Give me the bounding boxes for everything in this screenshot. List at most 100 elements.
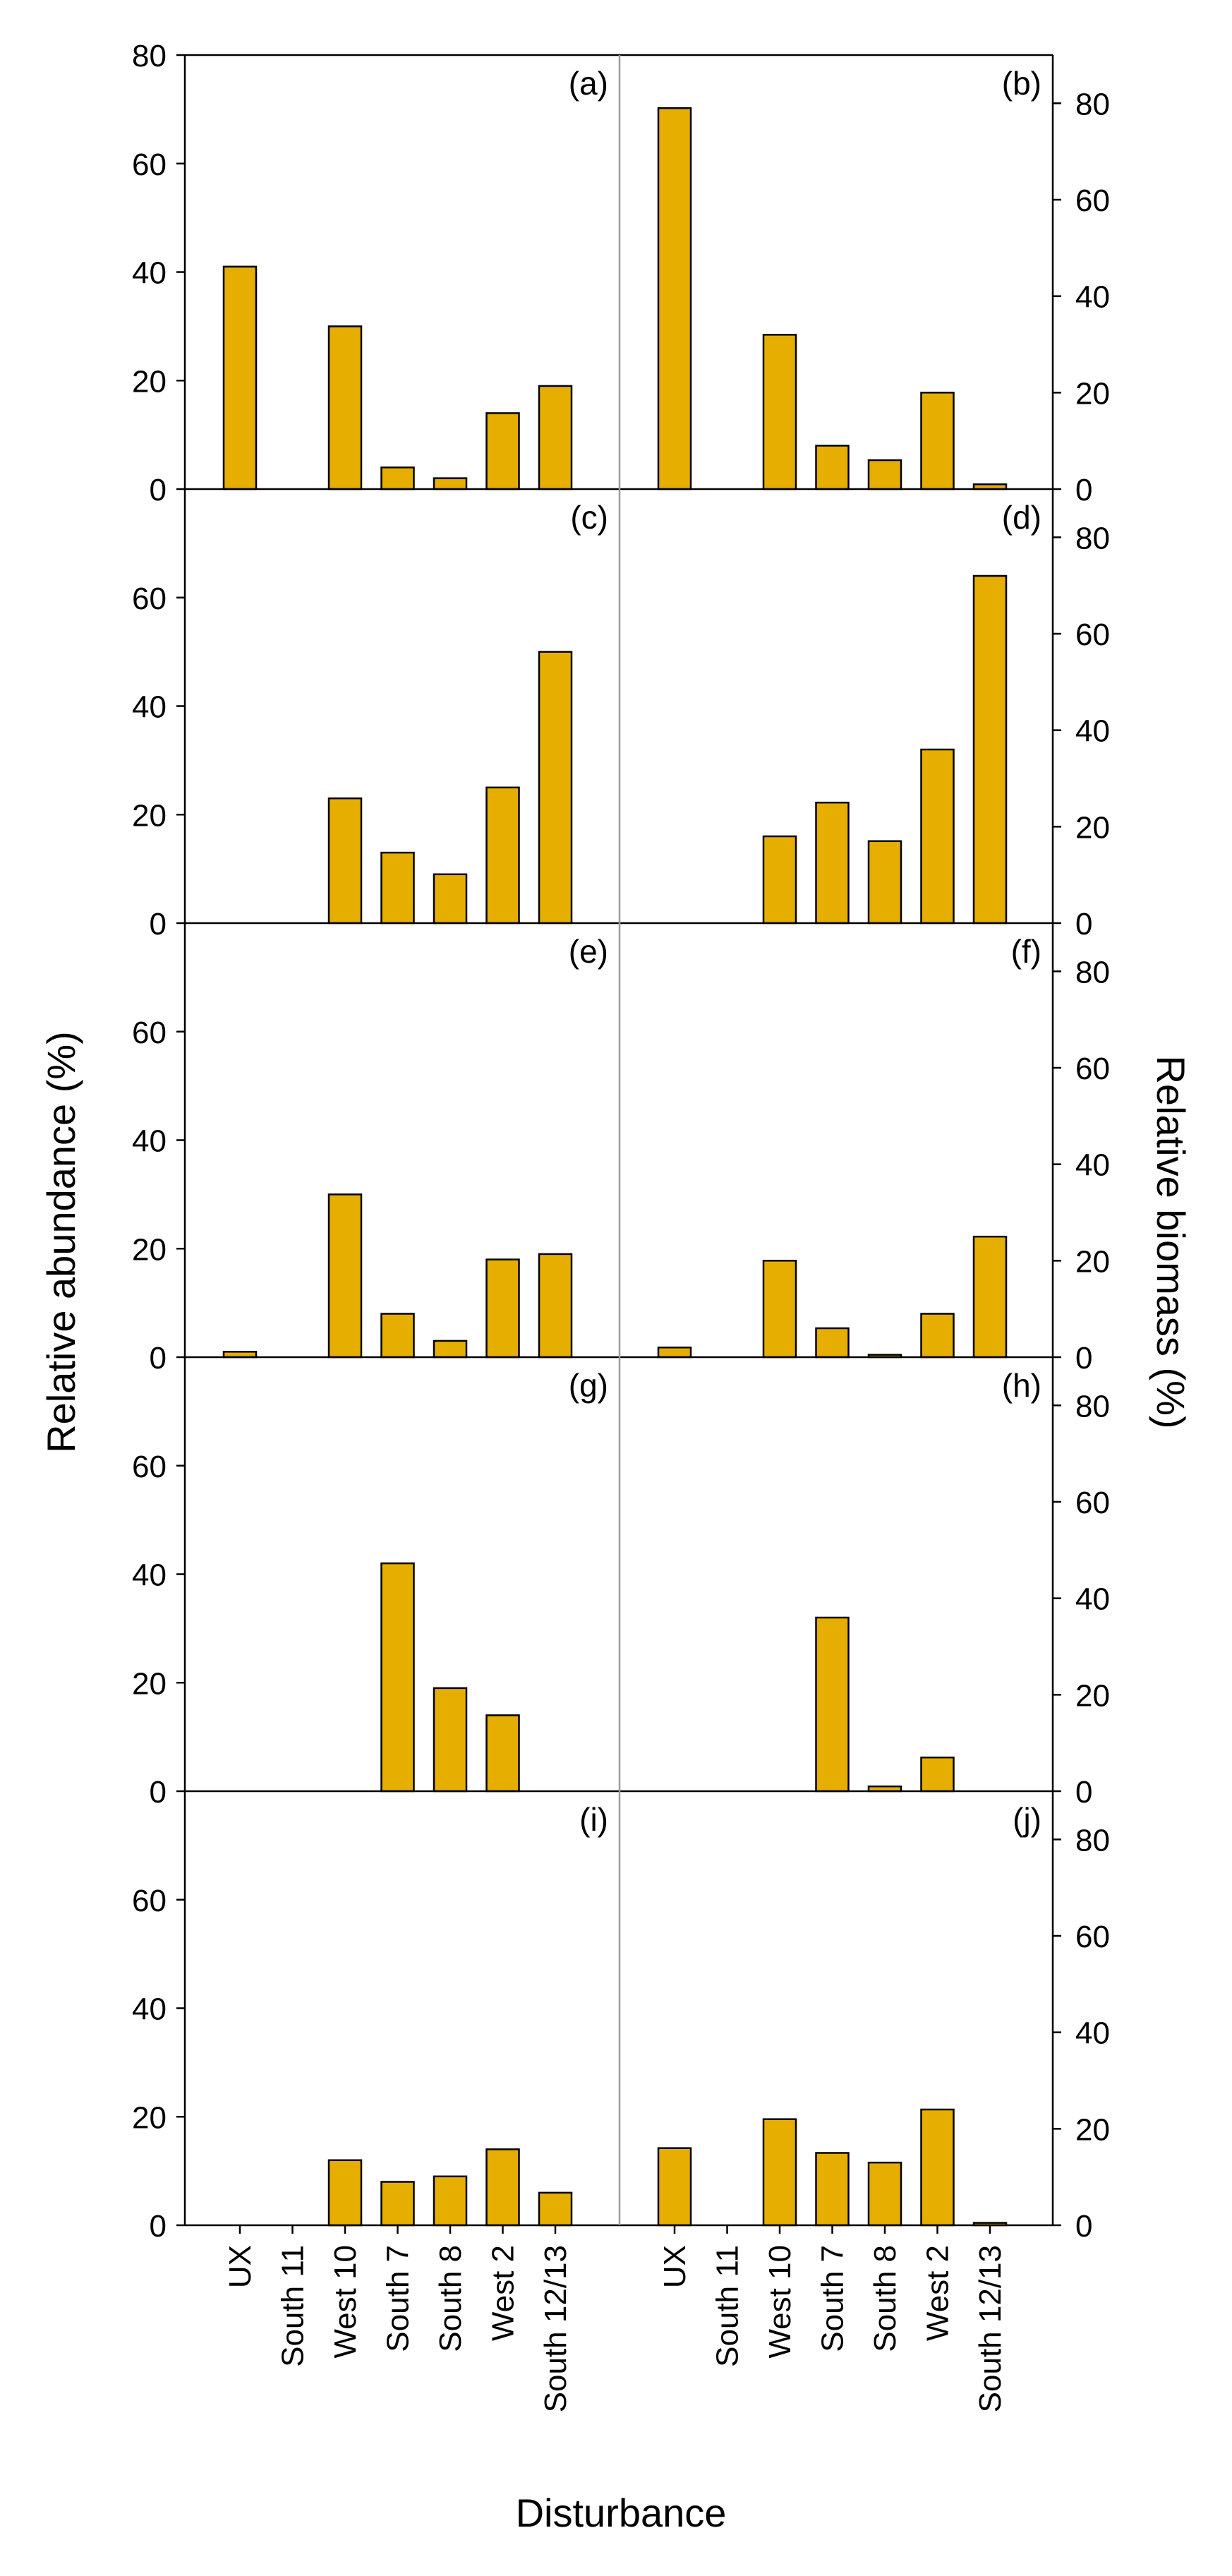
y-tick-label: 0	[150, 907, 167, 941]
y-tick-label: 40	[132, 690, 167, 725]
bar-west-2	[920, 1756, 955, 1793]
bar-west-2	[485, 1714, 520, 1793]
bar-south-8	[867, 2161, 902, 2227]
panel-b: 0 20 40 60 80 (b)	[620, 54, 1110, 507]
bar-south-7	[380, 2181, 415, 2227]
y-tick-label: 60	[1075, 183, 1110, 218]
bar-west-2	[920, 2108, 955, 2227]
bar-ux	[657, 107, 692, 490]
bar-west-10	[327, 2159, 363, 2227]
y-tick-label: 0	[150, 473, 167, 507]
x-tick-label: South 12/13	[538, 2245, 573, 2412]
bar-south-8	[433, 873, 468, 925]
bar-west-2	[485, 2148, 520, 2227]
y-tick-label: 40	[132, 1124, 167, 1159]
bar-ux	[657, 1347, 692, 1359]
panel-a: 0 20 40 60 80 (a)	[132, 39, 620, 507]
y-tick-label: 20	[1075, 1244, 1110, 1279]
panel-label: (g)	[569, 1367, 608, 1404]
panel-label: (d)	[1002, 499, 1041, 536]
panel-i: 0 20 40 60 (i) UX South 11 West 10 South 7 South …	[132, 1791, 620, 2412]
x-tick-label: South 11	[276, 2245, 310, 2367]
panel-label: (b)	[1002, 65, 1041, 102]
panel-e: 0 20 40 60 (e)	[132, 923, 620, 1376]
y-tick-label: 60	[1075, 1052, 1110, 1086]
bar-south-7	[815, 801, 850, 925]
x-tick-label: UX	[658, 2245, 692, 2288]
y-tick-label: 60	[1075, 1486, 1110, 1520]
panel-c: 0 20 40 60 (c)	[132, 489, 620, 941]
panel-label: (f)	[1011, 933, 1041, 970]
panels-group: 0 20 40 60 80 (a) 0 20 40 60 80 (b) 0 20 40 60 (c) 0 20 40 6…	[132, 39, 1110, 2412]
panel-label: (a)	[569, 65, 608, 102]
x-tick-label: West 10	[763, 2245, 797, 2359]
bar-ux	[222, 265, 258, 490]
bar-west-2	[485, 1258, 520, 1359]
bar-west-2	[485, 412, 520, 490]
bar-south-12-13	[538, 385, 573, 490]
panel-d: 0 20 40 60 80 (d)	[620, 489, 1110, 941]
panel-h: 0 20 40 60 80 (h)	[620, 1357, 1110, 1810]
panel-label: (c)	[570, 499, 608, 536]
bar-west-2	[920, 748, 955, 925]
bar-south-8	[433, 477, 468, 490]
panel-j: 0 20 40 60 80 (j) UX South 11 West 10 South 7 Sout…	[620, 1791, 1110, 2412]
y-tick-label: 60	[1075, 618, 1110, 652]
x-tick-label: South 12/13	[973, 2245, 1008, 2412]
bar-south-12-13	[538, 2191, 573, 2227]
y-tick-label: 60	[132, 1016, 167, 1050]
bar-south-7	[380, 467, 415, 490]
bar-west-2	[485, 786, 520, 925]
y-tick-label: 20	[1075, 810, 1110, 845]
y-tick-label: 60	[132, 1884, 167, 1918]
y-tick-label: 0	[150, 1341, 167, 1376]
y-tick-label: 0	[1075, 907, 1092, 941]
bar-south-7	[380, 1313, 415, 1359]
y-tick-label: 20	[132, 364, 167, 399]
bar-south-7	[380, 1562, 415, 1793]
bar-south-8	[433, 1340, 468, 1359]
y-tick-label: 80	[1075, 521, 1110, 555]
y-tick-label: 40	[1075, 714, 1110, 749]
bar-south-7	[815, 1327, 850, 1359]
bar-south-12-13	[538, 1253, 573, 1359]
panel-g: 0 20 40 60 (g)	[132, 1357, 620, 1810]
panel-label: (e)	[569, 933, 608, 970]
bar-south-8	[867, 840, 902, 925]
bar-west-10	[327, 1193, 363, 1359]
y-tick-label: 20	[1075, 376, 1110, 411]
y-tick-label: 20	[1075, 2112, 1110, 2147]
bar-south-8	[433, 1687, 468, 1793]
x-axis-title: Disturbance	[516, 2491, 727, 2535]
y-tick-label: 40	[1075, 280, 1110, 315]
y-tick-label: 80	[1075, 955, 1110, 989]
bar-west-2	[920, 392, 955, 490]
bar-south-8	[433, 2175, 468, 2227]
bar-south-12-13	[972, 574, 1008, 925]
y-tick-label: 20	[132, 2100, 167, 2135]
y-tick-label: 40	[1075, 1582, 1110, 1617]
bar-south-12-13	[538, 651, 573, 925]
y-tick-label: 0	[150, 2209, 167, 2244]
bar-ux	[657, 2147, 692, 2227]
y-tick-label: 20	[1075, 1678, 1110, 1713]
bar-west-10	[327, 325, 363, 490]
y-tick-label: 20	[132, 798, 167, 833]
y-axis-title-left: Relative abundance (%)	[39, 1031, 83, 1453]
y-axis-title-right: Relative biomass (%)	[1149, 1055, 1193, 1428]
bar-south-8	[867, 459, 902, 490]
bar-south-7	[815, 2152, 850, 2227]
x-tick-label: South 7	[381, 2245, 416, 2352]
bar-west-10	[762, 1260, 797, 1359]
y-tick-label: 80	[1075, 1823, 1110, 1858]
bar-west-10	[762, 334, 797, 490]
y-tick-label: 60	[132, 582, 167, 616]
panel-f: 0 20 40 60 80 (f)	[620, 923, 1110, 1376]
panel-label: (i)	[579, 1801, 608, 1838]
y-tick-label: 80	[132, 39, 167, 73]
x-tick-label: West 2	[921, 2245, 955, 2341]
y-tick-label: 0	[1075, 1341, 1092, 1376]
x-tick-label: UX	[223, 2245, 258, 2288]
bar-south-7	[815, 1616, 850, 1793]
